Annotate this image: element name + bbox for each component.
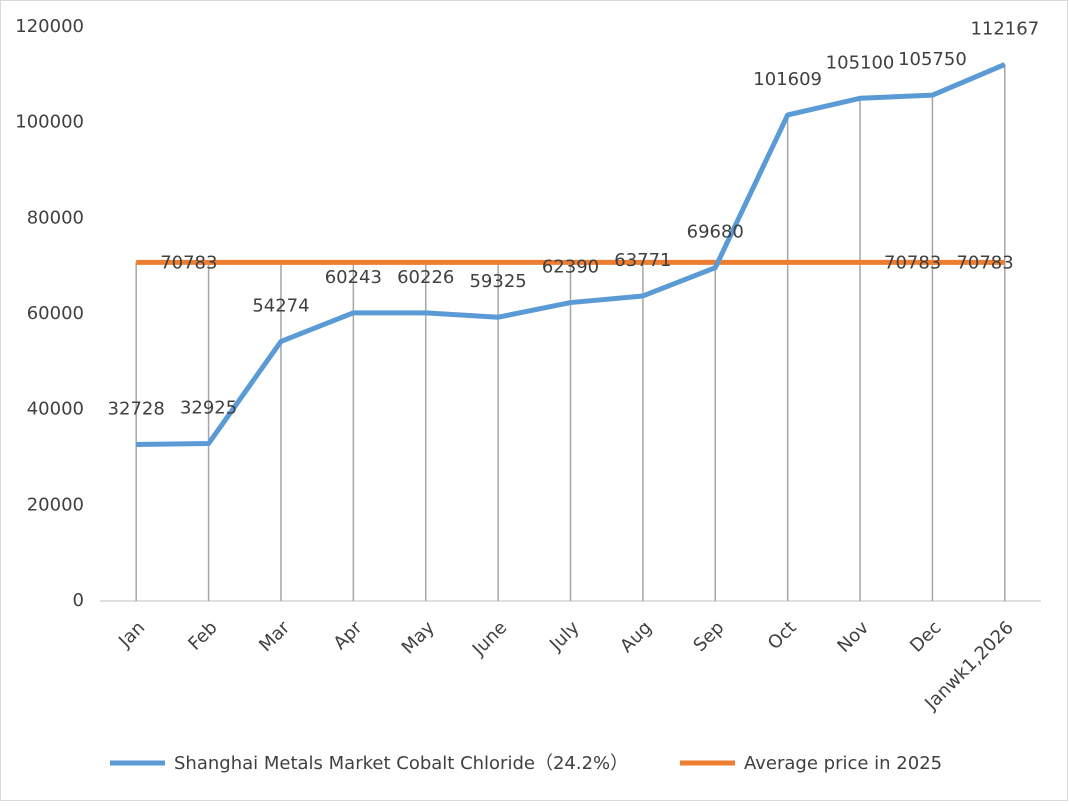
y-tick-label: 100000 bbox=[15, 112, 84, 133]
data-label: 105100 bbox=[826, 52, 895, 73]
y-tick-label: 80000 bbox=[27, 207, 84, 228]
data-label: 59325 bbox=[469, 271, 526, 292]
data-label: 32728 bbox=[108, 398, 165, 419]
y-tick-label: 0 bbox=[73, 590, 84, 611]
data-label: 54274 bbox=[252, 295, 309, 316]
y-tick-label: 20000 bbox=[27, 494, 84, 515]
data-label: 70783 bbox=[884, 252, 941, 273]
data-label: 63771 bbox=[614, 250, 671, 271]
data-label: 62390 bbox=[542, 257, 599, 278]
series-line bbox=[136, 62, 1006, 447]
data-label: 70783 bbox=[956, 252, 1013, 273]
y-tick-label: 40000 bbox=[27, 399, 84, 420]
data-label: 112167 bbox=[970, 18, 1039, 39]
data-label: 60226 bbox=[397, 267, 454, 288]
y-tick-label: 120000 bbox=[15, 16, 84, 37]
data-label: 69680 bbox=[687, 222, 744, 243]
y-tick-label: 60000 bbox=[27, 303, 84, 324]
legend-label: Shanghai Metals Market Cobalt Chloride（2… bbox=[174, 753, 628, 774]
data-label: 105750 bbox=[898, 49, 967, 70]
data-label: 70783 bbox=[160, 252, 217, 273]
legend-label: Average price in 2025 bbox=[744, 753, 942, 774]
data-label: 101609 bbox=[753, 69, 822, 90]
data-label: 60243 bbox=[325, 267, 382, 288]
data-label: 32925 bbox=[180, 398, 237, 419]
